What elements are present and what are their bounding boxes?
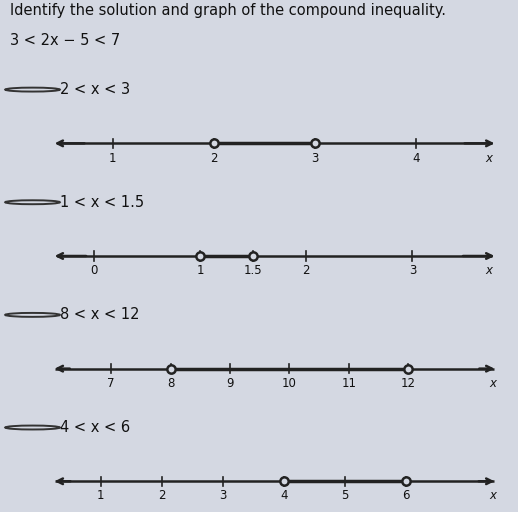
Text: 2: 2: [210, 152, 218, 164]
Text: 3: 3: [311, 152, 319, 164]
Text: 8 < x < 12: 8 < x < 12: [60, 307, 139, 323]
Text: 11: 11: [341, 377, 356, 390]
Text: 2 < x < 3: 2 < x < 3: [60, 82, 130, 97]
Text: 3: 3: [409, 264, 416, 277]
Text: 4: 4: [280, 489, 287, 502]
Text: 4 < x < 6: 4 < x < 6: [60, 420, 130, 435]
Text: 1: 1: [97, 489, 104, 502]
Text: 1: 1: [109, 152, 117, 164]
Text: 1: 1: [196, 264, 204, 277]
Text: x: x: [486, 152, 493, 164]
Text: 12: 12: [401, 377, 415, 390]
Text: 0: 0: [91, 264, 98, 277]
Text: 6: 6: [402, 489, 410, 502]
Text: 5: 5: [341, 489, 349, 502]
Text: x: x: [485, 264, 492, 277]
Text: 2: 2: [158, 489, 165, 502]
Text: 1.5: 1.5: [244, 264, 263, 277]
Text: 8: 8: [167, 377, 174, 390]
Text: 7: 7: [107, 377, 115, 390]
Text: Identify the solution and graph of the compound inequality.: Identify the solution and graph of the c…: [10, 3, 447, 17]
Text: 3: 3: [219, 489, 226, 502]
Text: 9: 9: [226, 377, 234, 390]
Text: 4: 4: [412, 152, 420, 164]
Text: 2: 2: [303, 264, 310, 277]
Text: x: x: [489, 377, 496, 390]
Text: 1 < x < 1.5: 1 < x < 1.5: [60, 195, 144, 210]
Text: x: x: [489, 489, 496, 502]
Text: 3 < 2x − 5 < 7: 3 < 2x − 5 < 7: [10, 33, 121, 48]
Text: 10: 10: [282, 377, 297, 390]
